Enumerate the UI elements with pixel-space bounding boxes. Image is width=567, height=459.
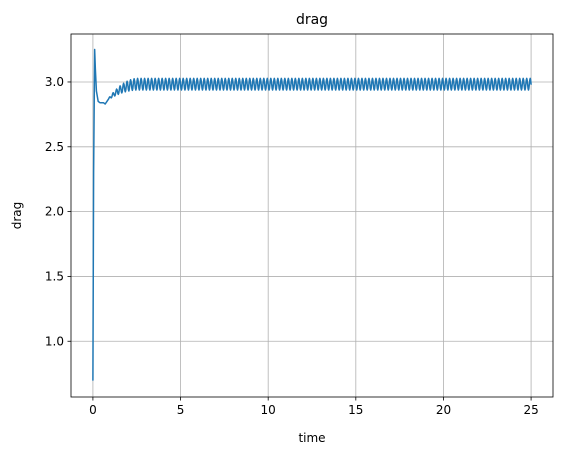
- axes-border: [70, 33, 554, 398]
- x-tick-label-1: 5: [177, 403, 185, 417]
- series-line-0: [92, 48, 532, 381]
- x-axis-ticks: 0 5 10 15 20 25: [89, 397, 539, 417]
- y-tick-label-4: 3.0: [45, 75, 64, 89]
- plot-area: [71, 34, 553, 397]
- axes-frame: [70, 33, 554, 398]
- x-tick-label-3: 15: [348, 403, 363, 417]
- series-layer: [92, 48, 532, 381]
- y-tick-label-3: 2.5: [45, 140, 64, 154]
- y-tick-label-0: 1.0: [45, 334, 64, 348]
- chart-title: drag: [296, 12, 328, 28]
- x-tick-label-2: 10: [261, 403, 276, 417]
- y-tick-label-1: 1.5: [45, 269, 64, 283]
- x-tick-label-5: 25: [523, 403, 538, 417]
- x-axis-label: time: [298, 431, 325, 445]
- y-axis-label: drag: [10, 202, 24, 230]
- y-tick-label-2: 2.0: [45, 205, 64, 219]
- x-tick-label-0: 0: [89, 403, 97, 417]
- y-axis-ticks: 1.0 1.5 2.0 2.5 3.0: [45, 75, 71, 348]
- x-tick-label-4: 20: [436, 403, 451, 417]
